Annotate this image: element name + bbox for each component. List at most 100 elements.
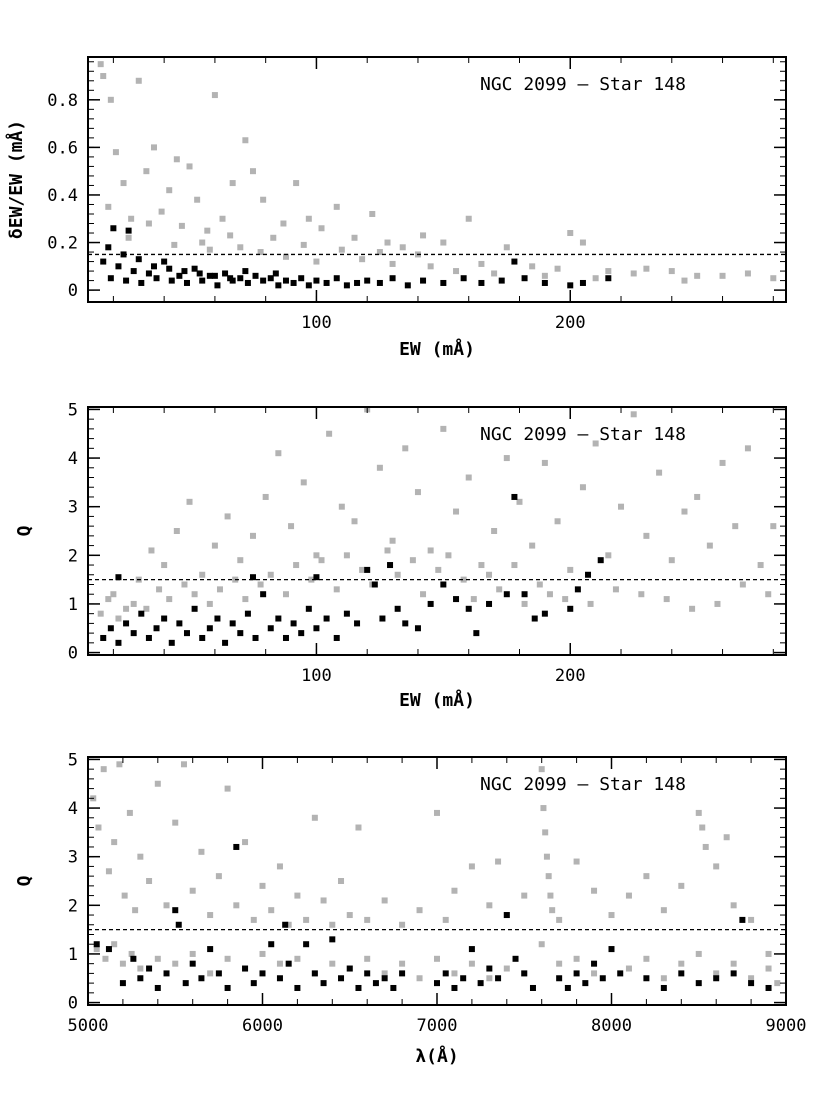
accepted-point xyxy=(123,620,130,627)
accepted-point xyxy=(440,581,447,588)
x-tick-label: 9000 xyxy=(766,1016,807,1036)
accepted-point xyxy=(290,279,297,286)
y-tick-label: 4 xyxy=(68,449,78,469)
rejected-point xyxy=(166,187,173,194)
accepted-point xyxy=(244,279,251,286)
rejected-point xyxy=(744,445,751,452)
x-tick-label: 8000 xyxy=(591,1016,632,1036)
accepted-point xyxy=(176,272,183,279)
rejected-point xyxy=(536,581,543,588)
rejected-point xyxy=(294,892,301,899)
rejected-point xyxy=(207,912,214,919)
rejected-point xyxy=(128,215,135,222)
rejected-point xyxy=(678,960,685,967)
rejected-point xyxy=(111,941,118,948)
accepted-point xyxy=(495,975,502,982)
rejected-point xyxy=(224,785,231,792)
rejected-point xyxy=(172,960,179,967)
accepted-point xyxy=(323,615,330,622)
rejected-point xyxy=(389,537,396,544)
rejected-point xyxy=(333,203,340,210)
rejected-point xyxy=(579,484,586,491)
accepted-point xyxy=(582,980,589,987)
rejected-point xyxy=(146,878,153,884)
rejected-point xyxy=(158,208,165,215)
rejected-point xyxy=(276,863,283,870)
accepted-point xyxy=(115,639,122,646)
rejected-point xyxy=(744,270,751,277)
rejected-point xyxy=(313,258,320,265)
accepted-point xyxy=(460,975,467,982)
rejected-point xyxy=(427,547,434,554)
accepted-point xyxy=(249,574,256,581)
rejected-point xyxy=(643,873,650,880)
rejected-point xyxy=(154,780,161,787)
rejected-point xyxy=(242,137,249,144)
accepted-point xyxy=(556,975,563,982)
rejected-point xyxy=(300,479,307,486)
rejected-point xyxy=(486,975,493,982)
rejected-point xyxy=(409,557,416,564)
rejected-point xyxy=(656,469,663,476)
rejected-point xyxy=(491,528,498,534)
rejected-point xyxy=(143,168,150,175)
plot-frame xyxy=(87,56,787,303)
rejected-point xyxy=(137,965,144,972)
accepted-point xyxy=(198,975,205,982)
rejected-point xyxy=(270,234,277,241)
accepted-point xyxy=(465,605,472,612)
rejected-point xyxy=(605,552,612,559)
accepted-point xyxy=(512,955,519,962)
accepted-point xyxy=(521,275,528,282)
accepted-point xyxy=(404,282,411,289)
y-axis-label: δEW/EW (mÅ) xyxy=(4,120,27,239)
rejected-point xyxy=(739,581,746,588)
accepted-point xyxy=(290,620,297,627)
rejected-point xyxy=(468,960,475,967)
rejected-point xyxy=(186,163,193,170)
accepted-point xyxy=(381,975,388,982)
rejected-point xyxy=(97,610,104,617)
accepted-point xyxy=(207,946,214,953)
rejected-point xyxy=(556,916,563,923)
rejected-point xyxy=(198,848,205,855)
accepted-point xyxy=(521,970,528,977)
accepted-point xyxy=(176,620,183,627)
accepted-point xyxy=(355,984,362,991)
accepted-point xyxy=(364,566,371,573)
rejected-point xyxy=(486,571,493,578)
accepted-point xyxy=(275,282,282,289)
rejected-point xyxy=(465,215,472,222)
rejected-point xyxy=(282,253,289,260)
rejected-point xyxy=(384,239,391,246)
accepted-point xyxy=(168,639,175,646)
rejected-point xyxy=(318,557,325,564)
rejected-point xyxy=(305,215,312,222)
accepted-point xyxy=(371,581,378,588)
accepted-point xyxy=(153,275,160,282)
accepted-point xyxy=(390,984,397,991)
rejected-point xyxy=(112,149,119,156)
rejected-point xyxy=(591,970,598,977)
rejected-point xyxy=(713,970,720,977)
rejected-point xyxy=(416,975,423,982)
accepted-point xyxy=(541,610,548,617)
accepted-point xyxy=(211,272,218,279)
accepted-point xyxy=(660,984,667,991)
y-tick-label: 0 xyxy=(68,281,78,301)
accepted-point xyxy=(303,941,310,948)
rejected-point xyxy=(173,156,180,163)
accepted-point xyxy=(305,605,312,612)
accepted-point xyxy=(168,277,175,284)
rejected-point xyxy=(199,239,206,246)
rejected-point xyxy=(496,586,503,593)
rejected-point xyxy=(592,440,599,447)
rejected-point xyxy=(110,591,117,598)
rejected-point xyxy=(137,853,144,860)
rejected-point xyxy=(150,144,157,151)
accepted-point xyxy=(585,571,592,578)
accepted-point xyxy=(166,265,173,272)
accepted-point xyxy=(107,625,114,632)
rejected-point xyxy=(503,455,510,462)
rejected-point xyxy=(643,265,650,272)
